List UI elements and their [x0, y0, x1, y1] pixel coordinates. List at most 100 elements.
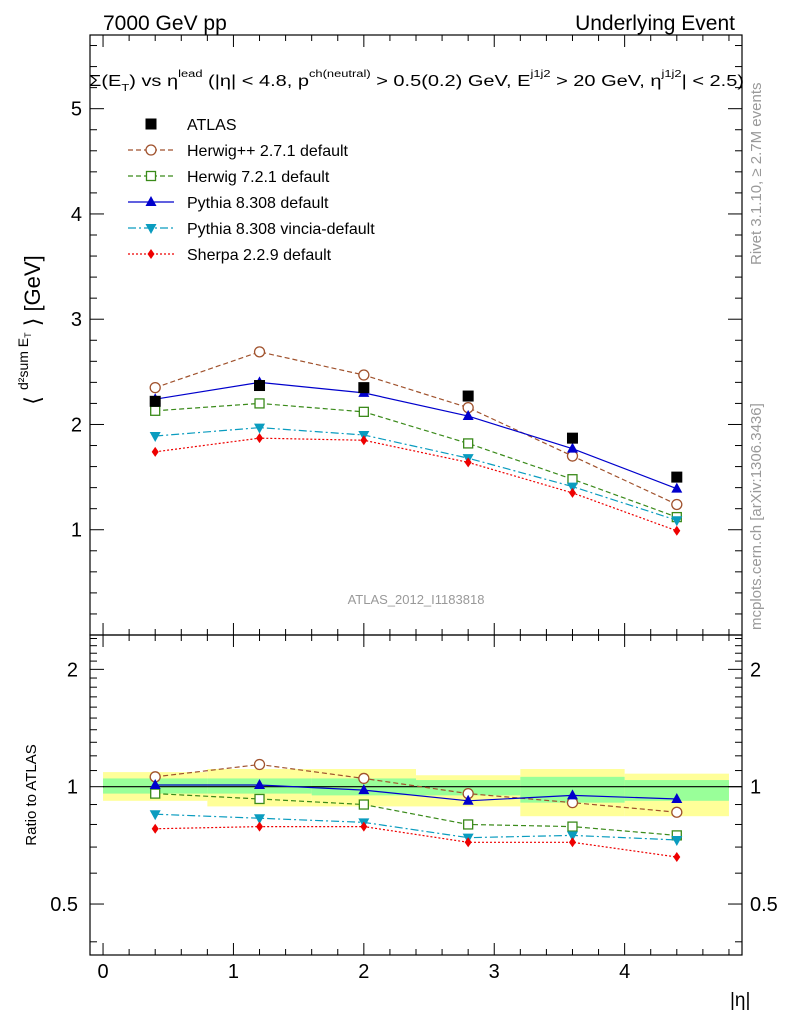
main-ylabel: ⟨ d²sum ET ⟩ [GeV] [15, 255, 45, 404]
uncertainty-band-green [624, 780, 729, 801]
ratio-ytick-label-right: 2 [750, 659, 761, 681]
mcplots-label: mcplots.cern.ch [arXiv:1306.3436] [748, 403, 765, 630]
legend-label: Sherpa 2.2.9 default [187, 247, 332, 264]
ratio-ylabel: Ratio to ATLAS [23, 744, 40, 845]
point-sherpa-2-2-9-default [464, 457, 472, 468]
ratio-point-herwig-2-7-1-default [253, 758, 266, 771]
x-tick-label: 0 [97, 961, 108, 983]
point-atlas [149, 395, 161, 407]
main-ytick-label: 3 [71, 309, 82, 331]
ratio-point-herwig-7-2-1-default [358, 799, 369, 810]
ratio-ytick-label: 2 [67, 659, 78, 681]
point-pythia-8-308-default [671, 482, 683, 493]
legend-label: Pythia 8.308 vincia-default [187, 221, 375, 238]
point-herwig-2-7-1-default [671, 498, 683, 511]
uncertainty-band-green [416, 780, 521, 796]
ratio-point-sherpa-2-2-9-default [568, 837, 576, 848]
point-herwig-7-2-1-default [358, 406, 369, 417]
ratio-point-herwig-7-2-1-default [150, 788, 161, 799]
point-herwig-2-7-1-default [358, 369, 370, 381]
legend-label: Herwig 7.2.1 default [187, 169, 330, 186]
x-tick-label: 2 [358, 961, 369, 983]
point-sherpa-2-2-9-default [151, 446, 159, 457]
ratio-line-pythia-8-308-vincia-default [155, 813, 677, 841]
ratio-point-sherpa-2-2-9-default [256, 821, 264, 832]
ratio-point-pythia-8-308-default [254, 779, 266, 790]
series-line-pythia-8-308-vincia-default [155, 427, 677, 521]
main-ytick-label: 4 [71, 204, 82, 226]
point-sherpa-2-2-9-default [256, 433, 264, 444]
point-pythia-8-308-vincia-default [671, 516, 683, 527]
legend-marker-herwig-2-7-1-default [145, 144, 157, 156]
legend-marker-sherpa-2-2-9-default [147, 249, 155, 259]
plot-subtitle: Σ(E T) vs η lead (|η| < 4.8, p ch(neutral) … [89, 69, 744, 94]
ratio-point-pythia-8-308-vincia-default [566, 831, 578, 842]
main-ytick-label: 1 [71, 520, 82, 542]
ratio-point-herwig-2-7-1-default [358, 772, 370, 785]
legend-marker-pythia-8-308-vincia-default [145, 224, 157, 234]
legend-marker-pythia-8-308-default [145, 196, 157, 206]
point-herwig-7-2-1-default [254, 398, 265, 409]
ratio-point-pythia-8-308-default [566, 789, 578, 800]
ratio-point-pythia-8-308-default [671, 792, 683, 803]
ratio-point-pythia-8-308-vincia-default [671, 835, 683, 846]
ratio-point-sherpa-2-2-9-default [360, 821, 368, 832]
ratio-ytick-label-right: 1 [750, 777, 761, 799]
ratio-point-sherpa-2-2-9-default [673, 852, 681, 863]
point-herwig-2-7-1-default [149, 381, 161, 394]
point-herwig-7-2-1-default [567, 474, 578, 485]
ratio-line-sherpa-2-2-9-default [155, 825, 677, 858]
point-sherpa-2-2-9-default [673, 525, 681, 536]
header-left: 7000 GeV pp [103, 12, 227, 35]
series-line-herwig-2-7-1-default [155, 351, 678, 506]
point-sherpa-2-2-9-default [360, 435, 368, 446]
main-panel: 1 2 3 4 5 [71, 34, 743, 636]
x-tick-label: 4 [619, 961, 630, 983]
point-herwig-7-2-1-default [150, 405, 161, 416]
rivet-version-label: Rivet 3.1.10, ≥ 2.7M events [748, 83, 765, 266]
point-atlas [254, 380, 266, 392]
main-ytick-label: 5 [71, 99, 82, 121]
ratio-ytick-label: 0.5 [50, 894, 78, 916]
ratio-point-pythia-8-308-vincia-default [254, 814, 266, 825]
point-atlas [358, 382, 370, 394]
legend-label: ATLAS [187, 117, 237, 134]
ratio-point-herwig-7-2-1-default [254, 793, 265, 805]
point-pythia-8-308-default [462, 410, 474, 421]
point-pythia-8-308-vincia-default [254, 423, 266, 434]
ratio-ytick-label-right: 0.5 [750, 894, 778, 916]
ratio-point-sherpa-2-2-9-default [151, 823, 159, 834]
ratio-point-pythia-8-308-vincia-default [149, 810, 161, 821]
point-atlas [462, 390, 474, 402]
series-line-sherpa-2-2-9-default [155, 437, 678, 532]
main-ytick-label: 2 [71, 414, 82, 436]
ratio-line-pythia-8-308-default [155, 784, 677, 802]
x-tick-label: 1 [228, 961, 239, 983]
header-right: Underlying Event [575, 12, 735, 35]
svg-text:⟨ d²sum ET ⟩ [GeV]: ⟨ d²sum ET ⟩ [GeV] [15, 255, 45, 404]
point-herwig-2-7-1-default [253, 346, 266, 358]
point-pythia-8-308-vincia-default [149, 432, 161, 443]
ratio-ytick-label: 1 [67, 777, 78, 799]
point-atlas [671, 471, 683, 483]
ratio-line-herwig-7-2-1-default [155, 793, 677, 836]
ratio-point-pythia-8-308-default [462, 794, 474, 805]
point-herwig-7-2-1-default [463, 438, 474, 449]
ratio-point-herwig-2-7-1-default [671, 806, 683, 818]
point-pythia-8-308-default [566, 442, 578, 453]
point-pythia-8-308-vincia-default [566, 482, 578, 493]
legend-marker-herwig-7-2-1-default [145, 170, 157, 182]
ratio-point-herwig-7-2-1-default [463, 819, 474, 830]
legend-label: Herwig++ 2.7.1 default [187, 143, 349, 160]
series-line-pythia-8-308-default [155, 381, 678, 490]
ratio-point-sherpa-2-2-9-default [464, 837, 472, 848]
point-sherpa-2-2-9-default [568, 487, 576, 498]
point-atlas [566, 432, 578, 444]
analysis-watermark: ATLAS_2012_I1183818 [348, 592, 485, 607]
ratio-panel: 0.5 0.5 1 1 2 2 0 1 2 3 4 [50, 634, 778, 983]
legend-marker-atlas [145, 118, 157, 130]
x-axis-label: |η| [730, 990, 750, 1011]
series-line-herwig-7-2-1-default [155, 402, 678, 518]
ratio-point-herwig-7-2-1-default [567, 821, 578, 832]
